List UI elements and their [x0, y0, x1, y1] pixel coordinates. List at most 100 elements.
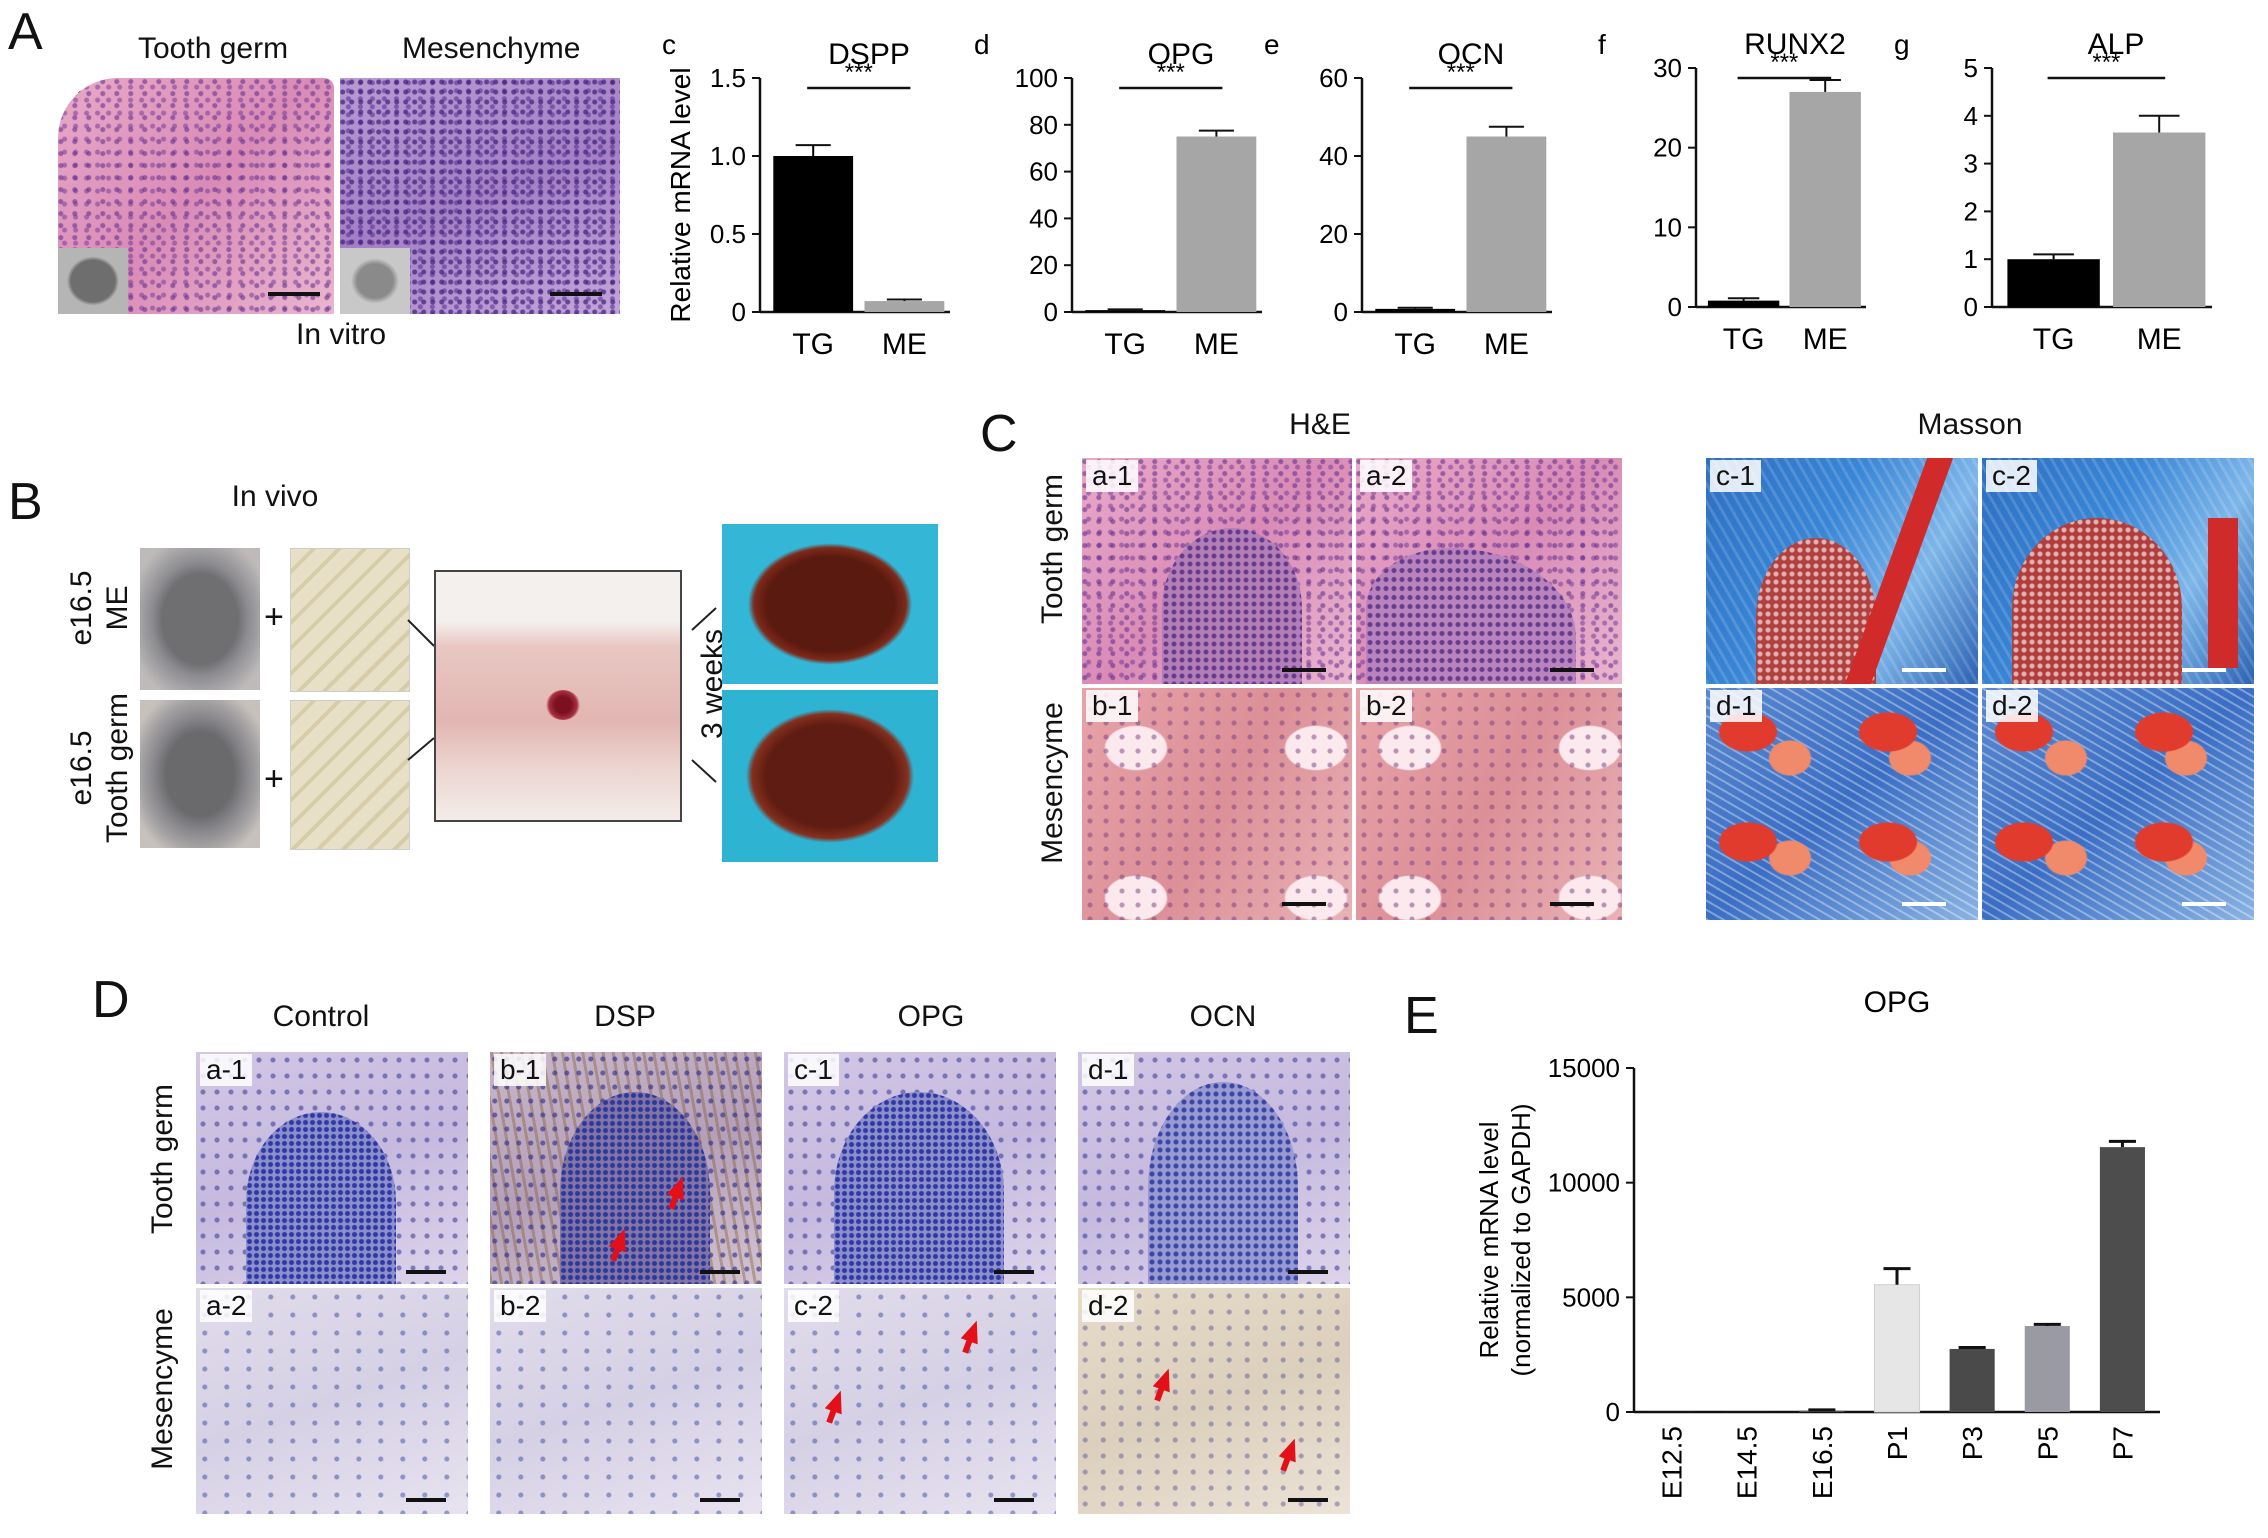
ihc-opg-mesenchyme: c-2 [784, 1288, 1056, 1514]
y-tick-label: 40 [1029, 203, 1058, 233]
chart-panel-label: c [662, 29, 676, 60]
tile-label: b-1 [494, 1054, 547, 1086]
panel-a-caption: In vitro [295, 318, 387, 351]
panel-a-title-mesenchyme: Mesenchyme [402, 32, 581, 65]
y-tick-label: 0 [732, 297, 746, 327]
panel-b-connector-lines [407, 607, 717, 783]
y-axis-label: Relative mRNA level [665, 67, 696, 322]
scale-bar [1902, 902, 1946, 906]
y-tick-label: 1.0 [710, 141, 746, 171]
col-title-dsp: DSP [594, 1000, 656, 1033]
bar [1176, 136, 1257, 312]
ihc-control-mesenchyme: a-2 [196, 1288, 468, 1514]
panel-letter-d: D [92, 971, 130, 1029]
tile-label: d-2 [1082, 1290, 1135, 1322]
y-tick-label: 10000 [1548, 1168, 1620, 1198]
significance-label: *** [1447, 59, 1475, 86]
y-tick-label: 0 [1668, 292, 1682, 322]
pulp-region [1366, 548, 1576, 684]
y-tick-label: 0 [1606, 1397, 1620, 1427]
x-tick-label: P1 [1882, 1426, 1913, 1460]
col-title-opg: OPG [897, 1000, 965, 1033]
bar [1789, 91, 1861, 308]
y-tick-label: 0 [1964, 292, 1978, 322]
x-tick-label: P7 [2107, 1426, 2138, 1460]
masson-tooth-germ-high-mag: c-2 [1982, 458, 2254, 684]
x-tick-label: E16.5 [1807, 1426, 1838, 1499]
tile-label: d-2 [1986, 690, 2039, 722]
bar [2007, 259, 2100, 307]
bar-chart-e: OPG 0 5000 10000 15000 Relative mRNA level (no… [1474, 986, 2160, 1499]
row-label-tooth-germ: Tooth germ [146, 1083, 179, 1235]
scale-bar [1550, 902, 1594, 906]
bar [1707, 300, 1780, 307]
y-axis-label-line1: Relative mRNA level [1474, 1122, 1504, 1359]
bar [1466, 136, 1547, 312]
y-tick-label: 4 [1964, 101, 1978, 131]
panel-letter-a: A [8, 3, 43, 61]
masson-tooth-germ-low-mag: c-1 [1706, 458, 1978, 684]
row-label-mesencyme: Mesencyme [146, 1308, 179, 1470]
bar-chart-g: g ALP 0 1 2 3 4 5 TG ME *** [1894, 28, 2212, 356]
y-tick-label: 40 [1319, 141, 1348, 171]
masson-mesenchyme-high-mag: d-2 [1982, 688, 2254, 920]
tile-label: b-2 [1360, 690, 1413, 722]
row-label-e165-tooth-germ: e16.5 Tooth germ [65, 692, 134, 844]
ihc-ocn-mesenchyme: d-2 [1078, 1288, 1350, 1514]
x-tick-label: ME [1484, 328, 1529, 361]
pulp-region [834, 1092, 1004, 1284]
masson-mesenchyme-low-mag: d-1 [1706, 688, 1978, 920]
tile-label: b-2 [494, 1290, 547, 1322]
panel-e-bar-chart: OPG 0 5000 10000 15000 Relative mRNA level (no… [1474, 986, 2160, 1499]
pulp-region [1148, 1082, 1298, 1284]
y-tick-label: 5 [1964, 53, 1978, 83]
tile-label: d-1 [1710, 690, 1763, 722]
pulp-region [2012, 518, 2182, 684]
bar [1949, 1348, 1995, 1412]
y-axis-label-line2: (normalized to GAPDH) [1506, 1103, 1536, 1376]
panel-a-bar-charts: c DSPP 0 0.5 1.0 1.5 Relative mRNA level TG ME **… [662, 28, 2212, 361]
scale-bar [406, 1498, 446, 1502]
chart-title: OPG [1148, 38, 1215, 71]
x-tick-label: E12.5 [1657, 1426, 1688, 1499]
chart-panel-label: f [1598, 29, 1606, 60]
y-tick-label: 10 [1653, 212, 1682, 242]
tile-label: c-2 [788, 1290, 839, 1322]
y-tick-label: 60 [1029, 157, 1058, 187]
y-tick-label: 5000 [1562, 1282, 1620, 1312]
y-tick-label: 2 [1964, 196, 1978, 226]
scale-bar [550, 292, 602, 296]
bar-chart-c: c DSPP 0 0.5 1.0 1.5 Relative mRNA level TG ME **… [662, 29, 950, 361]
ihc-control-tooth-germ: a-1 [196, 1052, 468, 1284]
harvested-implant-me-photo [722, 524, 938, 684]
y-tick-label: 100 [1015, 63, 1058, 93]
bar-chart-f: f RUNX2 0 10 20 30 TG ME *** [1598, 28, 1866, 356]
tile-label: a-2 [200, 1290, 253, 1322]
bar [2099, 1147, 2145, 1412]
tile-label: b-1 [1086, 690, 1139, 722]
x-tick-label: TG [2033, 323, 2075, 356]
positive-stain-arrow [1152, 1365, 1178, 1393]
positive-stain-arrow [1278, 1435, 1304, 1463]
tile-label: a-1 [200, 1054, 253, 1086]
positive-stain-arrow [960, 1317, 986, 1345]
chart-panel-label: g [1894, 29, 1910, 60]
harvested-implant-tooth-germ-photo [722, 690, 938, 862]
positive-stain-arrow [824, 1387, 850, 1415]
y-tick-label: 3 [1964, 149, 1978, 179]
scale-bar [1288, 1270, 1328, 1274]
bar [1375, 308, 1456, 312]
y-tick-label: 20 [1029, 250, 1058, 280]
pulp-region [246, 1112, 396, 1284]
y-tick-label: 30 [1653, 53, 1682, 83]
he-tooth-germ-low-mag: a-1 [1082, 458, 1352, 684]
scale-bar [1902, 668, 1946, 672]
bar [1085, 310, 1166, 312]
significance-label: *** [845, 59, 873, 86]
scale-bar [2182, 902, 2226, 906]
scale-bar [1282, 902, 1326, 906]
tile-label: c-1 [1710, 460, 1761, 492]
tile-label: c-1 [788, 1054, 839, 1086]
y-tick-label: 1 [1964, 244, 1978, 274]
y-tick-label: 60 [1319, 63, 1348, 93]
